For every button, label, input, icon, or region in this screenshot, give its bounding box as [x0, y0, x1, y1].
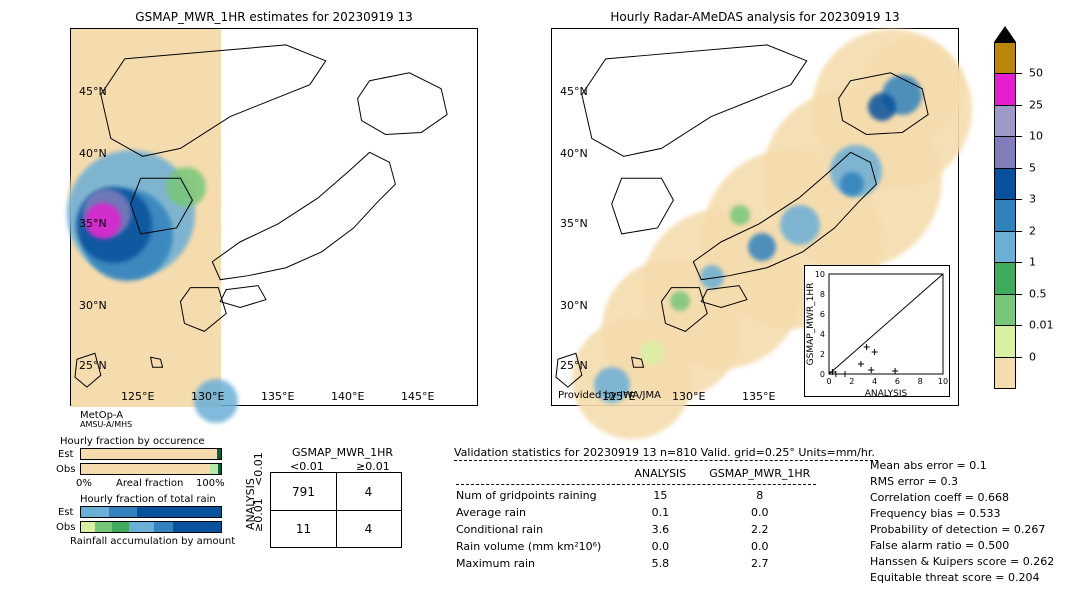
svg-text:2: 2: [849, 377, 854, 386]
stats-table: ANALYSISGSMAP_MWR_1HR Num of gridpoints …: [454, 464, 830, 573]
svg-text:6: 6: [820, 310, 825, 319]
xtick-l-2: 130°E: [191, 390, 224, 403]
xtick-r-2: 130°E: [672, 390, 705, 403]
svg-text:6: 6: [895, 377, 900, 386]
cont-row1: ≥0.01: [252, 498, 265, 532]
totalrain-title: Hourly fraction of total rain: [80, 494, 216, 505]
cell-01: 4: [336, 473, 401, 510]
occ-axis-mid: Areal fraction: [116, 478, 183, 489]
ytick-l-2: 30°N: [79, 299, 107, 312]
left-map-coast: [71, 29, 477, 405]
svg-text:0: 0: [820, 370, 825, 379]
tot-obs-bar: [80, 521, 222, 533]
occ-axis-0: 0%: [76, 478, 92, 489]
ytick-r-5: 45°N: [560, 85, 588, 98]
contingency-grid: 791 4 11 4: [270, 472, 402, 548]
cell-11: 4: [336, 510, 401, 547]
svg-text:0: 0: [826, 377, 831, 386]
tot-est-label: Est: [58, 507, 73, 518]
ytick-l-1: 25°N: [79, 359, 107, 372]
left-map-title: GSMAP_MWR_1HR estimates for 20230919 13: [70, 10, 478, 24]
xtick-r-3: 135°E: [742, 390, 775, 403]
totalrain-caption: Rainfall accumulation by amount: [70, 536, 235, 547]
cont-col-title: GSMAP_MWR_1HR: [292, 446, 393, 459]
ytick-r-1: 25°N: [560, 359, 588, 372]
svg-text:8: 8: [918, 377, 923, 386]
occ-obs-bar: [80, 463, 222, 475]
cell-10: 11: [271, 510, 336, 547]
xtick-l-1: 125°E: [121, 390, 154, 403]
data-provider: Provided by JWA/JMA: [558, 390, 661, 401]
svg-text:4: 4: [820, 330, 825, 339]
tot-est-bar: [80, 506, 222, 518]
ytick-r-4: 40°N: [560, 147, 588, 160]
tot-obs-label: Obs: [56, 522, 75, 533]
svg-text:4: 4: [872, 377, 877, 386]
xtick-l-4: 140°E: [331, 390, 364, 403]
occurrence-title: Hourly fraction by occurence: [60, 436, 204, 447]
svg-text:ANALYSIS: ANALYSIS: [865, 389, 908, 398]
left-map-panel: 25°N 30°N 35°N 40°N 45°N 125°E 130°E 135…: [70, 28, 478, 406]
cell-00: 791: [271, 473, 336, 510]
occ-est-label: Est: [58, 449, 73, 460]
stats-header-underline: [454, 460, 878, 461]
svg-text:10: 10: [938, 377, 948, 386]
ytick-l-4: 40°N: [79, 147, 107, 160]
left-map-sensor: AMSU-A/MHS: [80, 420, 132, 429]
ytick-l-5: 45°N: [79, 85, 107, 98]
xtick-l-3: 135°E: [261, 390, 294, 403]
occ-est-bar: [80, 448, 222, 460]
occ-obs-label: Obs: [56, 464, 75, 475]
color-legend: 50251053210.50.010: [994, 26, 1064, 404]
ytick-r-3: 35°N: [560, 217, 588, 230]
stats-scores: Mean abs error = 0.1RMS error = 0.3Corre…: [870, 458, 1054, 586]
scatter-inset: 00 2 2 4 4 6 6 8 8 10 10 ANALYSIS GSMAP_MWR_1HR: [804, 265, 950, 397]
svg-text:8: 8: [820, 290, 825, 299]
ytick-l-3: 35°N: [79, 217, 107, 230]
right-map-title: Hourly Radar-AMeDAS analysis for 2023091…: [551, 10, 959, 24]
occ-axis-100: 100%: [196, 478, 225, 489]
svg-text:10: 10: [815, 270, 825, 279]
right-map-panel: 25°N 30°N 35°N 40°N 45°N 125°E 130°E 135…: [551, 28, 959, 406]
cont-row0: <0.01: [252, 452, 265, 486]
svg-text:GSMAP_MWR_1HR: GSMAP_MWR_1HR: [806, 283, 816, 366]
xtick-l-5: 145°E: [401, 390, 434, 403]
svg-text:2: 2: [820, 350, 825, 359]
stats-header: Validation statistics for 20230919 13 n=…: [454, 446, 875, 459]
ytick-r-2: 30°N: [560, 299, 588, 312]
